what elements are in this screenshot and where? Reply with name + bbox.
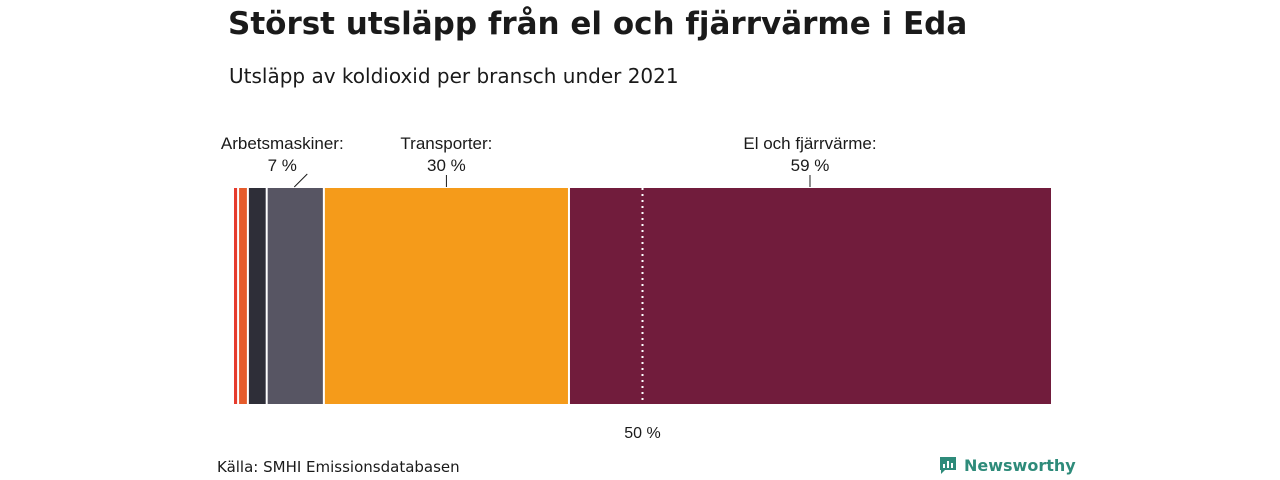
segment-label: Transporter: — [400, 134, 492, 153]
brand-name: Newsworthy — [964, 455, 1076, 475]
bar-segment — [238, 188, 248, 404]
newsworthy-logo-icon — [940, 457, 956, 474]
segment-label: Arbetsmaskiner: — [221, 134, 344, 153]
source-note: Källa: SMHI Emissionsdatabasen — [217, 458, 460, 476]
chart-subtitle: Utsläpp av koldioxid per bransch under 2… — [229, 64, 679, 88]
bar-segment — [568, 188, 1051, 404]
newsworthy-logo: Newsworthy — [938, 455, 1076, 475]
segment-percent-label: 59 % — [791, 156, 830, 175]
label-leader-line — [293, 173, 308, 188]
segment-label: El och fjärrvärme: — [743, 134, 876, 153]
segment-percent-label: 7 % — [268, 156, 297, 175]
chart-title: Störst utsläpp från el och fjärrvärme i … — [228, 6, 968, 42]
bar-segment — [323, 188, 569, 404]
segment-percent-label: 30 % — [427, 156, 466, 175]
bar-segment — [247, 188, 267, 404]
bar-segment — [234, 188, 239, 404]
reference-line-label: 50 % — [624, 425, 660, 442]
bar-segment — [266, 188, 324, 404]
